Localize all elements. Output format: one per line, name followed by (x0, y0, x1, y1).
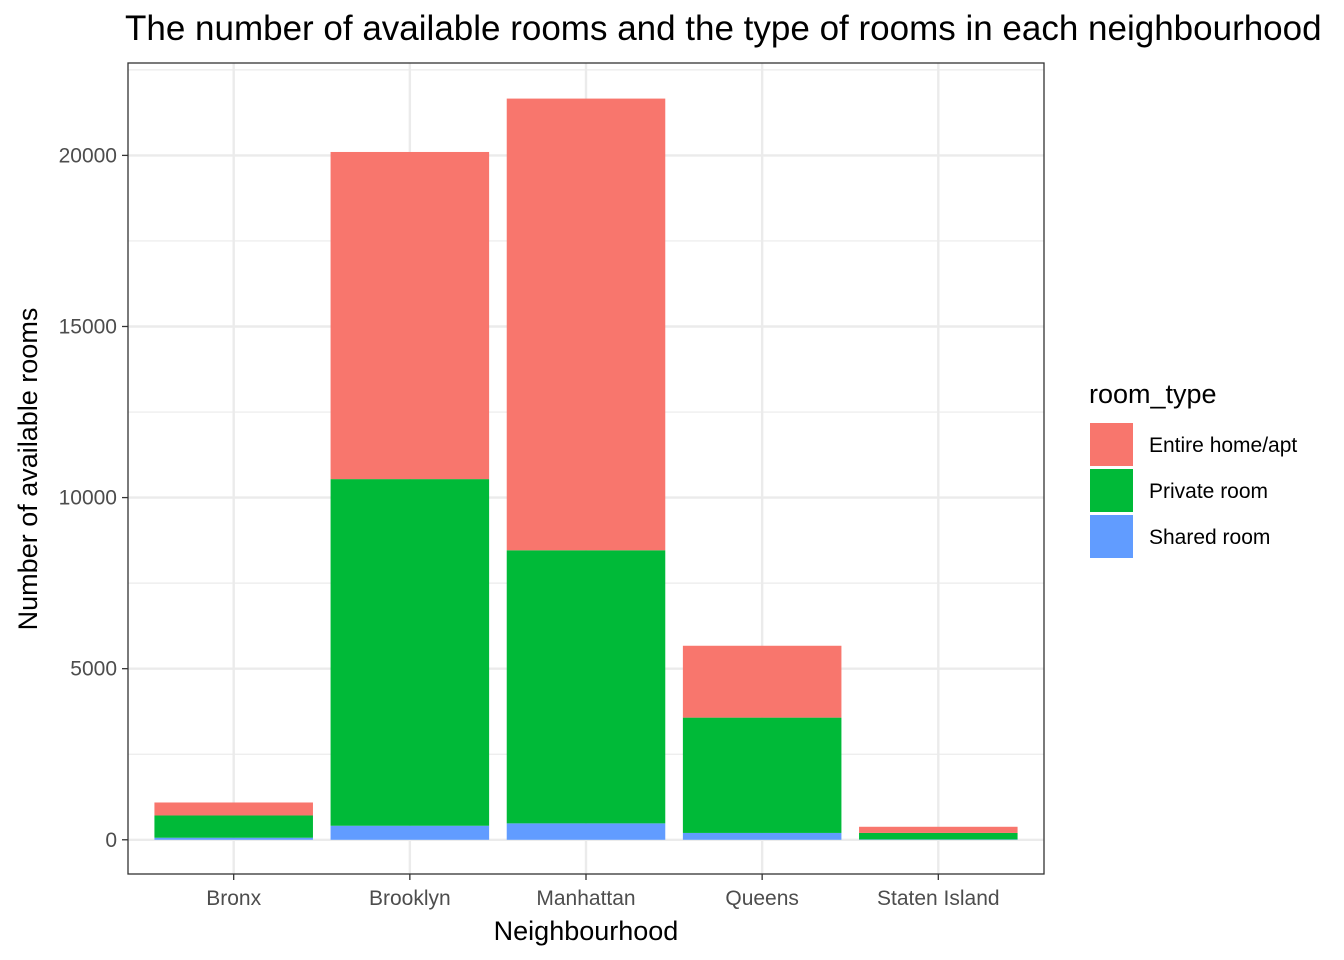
x-axis-title: Neighbourhood (494, 916, 679, 946)
bar-staten-island-private-room (859, 832, 1018, 840)
legend-key (1090, 423, 1133, 466)
y-tick-label: 15000 (59, 315, 117, 338)
x-tick-label: Manhattan (536, 887, 635, 910)
legend-key (1090, 515, 1133, 558)
bar-queens-shared-room (682, 832, 842, 840)
legend-label: Entire home/apt (1149, 434, 1297, 457)
bar-bronx-private-room (154, 815, 313, 838)
x-tick-label: Brooklyn (369, 887, 451, 910)
bar-staten-island-entire-home-apt (859, 826, 1018, 833)
legend-label: Private room (1149, 480, 1268, 503)
y-tick-label: 0 (105, 829, 117, 852)
legend-items: Entire home/apt Private room Shared room (1090, 423, 1297, 558)
bar-bronx-entire-home-apt (154, 802, 313, 816)
y-tick-label: 20000 (59, 144, 117, 167)
chart-title: The number of available rooms and the ty… (125, 9, 1322, 48)
x-tick-label: Staten Island (877, 887, 1000, 910)
bar-queens-entire-home-apt (682, 645, 842, 718)
plot-panel (127, 62, 1045, 875)
y-tick-label: 10000 (59, 487, 117, 510)
legend-title: room_type (1089, 379, 1217, 409)
bar-brooklyn-entire-home-apt (330, 151, 490, 480)
bar-manhattan-private-room (506, 550, 666, 824)
bar-brooklyn-private-room (330, 479, 490, 826)
legend-label: Shared room (1149, 526, 1270, 549)
bars (154, 98, 1018, 840)
x-axis: Bronx Brooklyn Manhattan Queens Staten Islan… (206, 874, 1000, 910)
y-tick-label: 5000 (70, 658, 117, 681)
bar-queens-private-room (682, 717, 842, 833)
x-tick-label: Queens (725, 887, 799, 910)
legend: room_type Entire home/apt Private room Sha… (1089, 379, 1297, 558)
bar-manhattan-shared-room (506, 823, 666, 840)
legend-key (1090, 469, 1133, 512)
x-tick-label: Bronx (206, 887, 261, 910)
bar-manhattan-entire-home-apt (506, 98, 666, 551)
y-axis-title: Number of available rooms (13, 308, 43, 631)
bar-bronx-shared-room (154, 837, 313, 840)
bar-brooklyn-shared-room (330, 825, 490, 840)
y-axis: 0 5000 10000 15000 20000 (59, 144, 128, 852)
